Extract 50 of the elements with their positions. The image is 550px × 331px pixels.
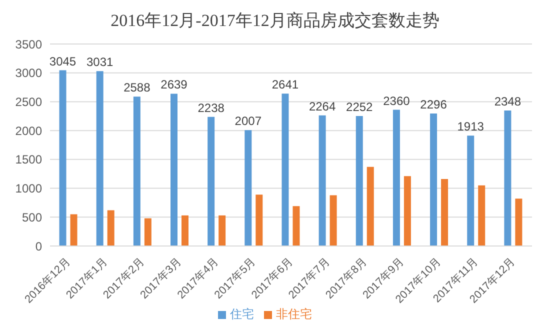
bar xyxy=(282,94,289,246)
bar xyxy=(515,198,522,246)
y-tick-label: 3000 xyxy=(15,66,42,80)
bar xyxy=(144,218,152,246)
bar xyxy=(70,214,78,246)
bar xyxy=(182,215,188,246)
bar xyxy=(404,176,411,246)
bar xyxy=(356,116,363,246)
bar xyxy=(292,206,300,246)
bar xyxy=(244,130,252,246)
bar xyxy=(133,96,140,246)
bar xyxy=(330,195,337,246)
y-tick-label: 1000 xyxy=(15,182,42,196)
y-tick-label: 2000 xyxy=(15,124,42,138)
data-label: 3031 xyxy=(86,55,114,70)
data-label: 2264 xyxy=(308,99,336,114)
bar xyxy=(366,166,374,246)
bar xyxy=(96,71,104,246)
data-label: 1913 xyxy=(457,120,484,134)
data-label: 2360 xyxy=(383,94,410,108)
legend-label: 非住宅 xyxy=(276,307,312,321)
data-label: 2252 xyxy=(346,100,374,114)
y-tick-label: 500 xyxy=(22,210,42,224)
data-label: 2588 xyxy=(124,80,151,95)
data-label: 2348 xyxy=(494,94,522,108)
bar xyxy=(208,116,215,246)
bar xyxy=(218,215,226,246)
bar xyxy=(107,210,114,246)
bar xyxy=(430,113,438,246)
bar xyxy=(59,70,66,246)
chart-title: 2016年12月-2017年12月商品房成交套数走势 xyxy=(110,10,440,32)
bar xyxy=(318,115,326,246)
bar xyxy=(478,185,486,246)
y-tick-label: 0 xyxy=(35,239,42,254)
bar xyxy=(256,194,263,246)
y-tick-label: 2500 xyxy=(15,94,42,109)
bar xyxy=(504,110,512,246)
legend-label: 住宅 xyxy=(230,307,254,321)
y-tick-label: 1500 xyxy=(15,152,42,167)
bar xyxy=(170,94,178,246)
data-label: 2641 xyxy=(272,78,299,92)
data-label: 3045 xyxy=(49,54,76,68)
bar xyxy=(392,110,400,246)
y-tick-label: 3500 xyxy=(15,37,42,52)
bar xyxy=(467,136,474,246)
data-label: 2238 xyxy=(198,100,225,115)
data-label: 2007 xyxy=(234,114,262,128)
data-label: 2639 xyxy=(160,78,188,92)
data-label: 2296 xyxy=(420,97,448,112)
bar xyxy=(441,179,448,246)
